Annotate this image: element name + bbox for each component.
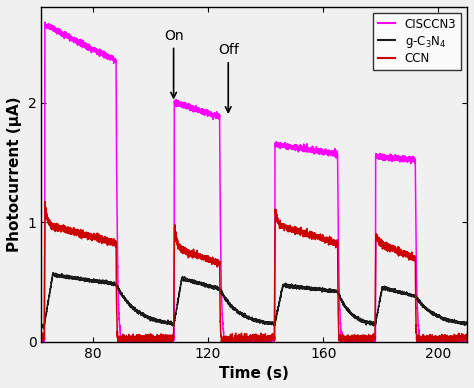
Text: Off: Off (218, 43, 239, 112)
X-axis label: Time (s): Time (s) (219, 366, 289, 381)
Y-axis label: Photocurrent (μA): Photocurrent (μA) (7, 97, 22, 252)
Text: On: On (164, 29, 183, 98)
Legend: CISCCN3, g-C$_3$N$_4$, CCN: CISCCN3, g-C$_3$N$_4$, CCN (373, 13, 461, 70)
